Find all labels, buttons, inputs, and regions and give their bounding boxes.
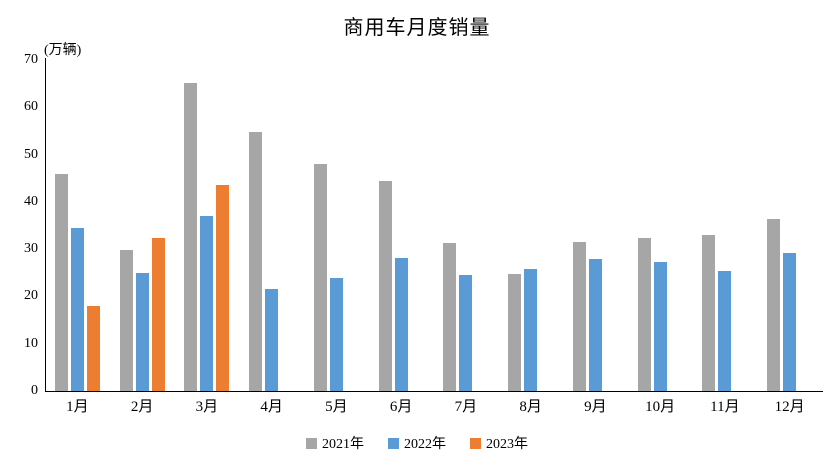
chart-title: 商用车月度销量 — [343, 17, 491, 39]
bar-2021年-11月 — [702, 235, 716, 391]
bar-2022年-6月 — [394, 258, 408, 391]
legend-item-2021: 2021年 — [306, 433, 364, 453]
bar-2021年-10月 — [637, 237, 651, 391]
bar-2021年-12月 — [767, 218, 781, 391]
legend-item-2023: 2023年 — [470, 433, 528, 453]
bar-2021年-3月 — [184, 82, 198, 391]
bar-2023年-2月 — [151, 238, 165, 391]
bar-2022年-11月 — [718, 270, 732, 391]
legend: 2021年 2022年 2023年 — [0, 433, 834, 453]
legend-swatch-2022 — [388, 437, 399, 449]
y-axis-line — [45, 58, 46, 392]
x-axis-label: 11月 — [710, 399, 740, 415]
bar-2022年-5月 — [329, 277, 343, 391]
bar-2021年-8月 — [508, 274, 522, 391]
bar-2021年-6月 — [378, 180, 392, 391]
y-axis-tick-label: 40 — [24, 193, 38, 209]
bar-2022年-12月 — [783, 252, 797, 391]
bar-2021年-1月 — [54, 173, 68, 391]
bar-2022年-9月 — [588, 258, 602, 391]
bar-2021年-2月 — [119, 250, 133, 391]
bar-2023年-3月 — [216, 185, 230, 391]
x-axis-line — [45, 391, 823, 392]
bar-2022年-8月 — [524, 269, 538, 391]
x-axis-label: 5月 — [325, 399, 348, 415]
x-axis-label: 3月 — [195, 399, 219, 415]
x-axis-label: 2月 — [130, 399, 154, 415]
y-axis-tick-label: 70 — [24, 52, 38, 67]
bar-2022年-4月 — [265, 288, 279, 391]
y-axis-tick-label: 50 — [24, 146, 38, 162]
bar-2022年-10月 — [653, 262, 667, 391]
legend-label-2022: 2022年 — [404, 437, 446, 452]
x-axis-label: 8月 — [519, 399, 542, 415]
x-axis-label: 9月 — [584, 399, 607, 415]
legend-item-2022: 2022年 — [388, 433, 446, 453]
x-axis-label: 1月 — [66, 399, 89, 415]
bar-2021年-4月 — [249, 131, 263, 391]
x-axis-label: 12月 — [774, 399, 805, 415]
bar-2022年-7月 — [459, 275, 473, 391]
legend-swatch-2023 — [470, 437, 481, 449]
legend-label-2023: 2023年 — [486, 437, 528, 452]
y-axis-unit-label: (万辆) — [44, 43, 82, 58]
bar-2021年-5月 — [313, 164, 327, 391]
x-axis-label: 4月 — [260, 399, 283, 415]
bar-2022年-1月 — [70, 227, 84, 391]
bar-2022年-3月 — [200, 216, 214, 391]
legend-swatch-2021 — [306, 437, 317, 449]
bar-2023年-1月 — [86, 305, 100, 391]
bar-2021年-7月 — [443, 243, 457, 391]
x-axis-label: 6月 — [389, 399, 413, 415]
x-axis-label: 7月 — [454, 399, 478, 415]
bar-2021年-9月 — [572, 241, 586, 391]
y-axis-tick-label: 0 — [31, 383, 38, 398]
legend-label-2021: 2021年 — [322, 437, 364, 452]
y-axis-tick-label: 30 — [24, 241, 38, 257]
x-axis-label: 10月 — [645, 399, 676, 415]
y-axis-tick-label: 10 — [24, 335, 38, 351]
bar-2022年-2月 — [135, 272, 149, 391]
y-axis-tick-label: 20 — [24, 288, 38, 304]
y-axis-tick-label: 60 — [24, 99, 38, 115]
